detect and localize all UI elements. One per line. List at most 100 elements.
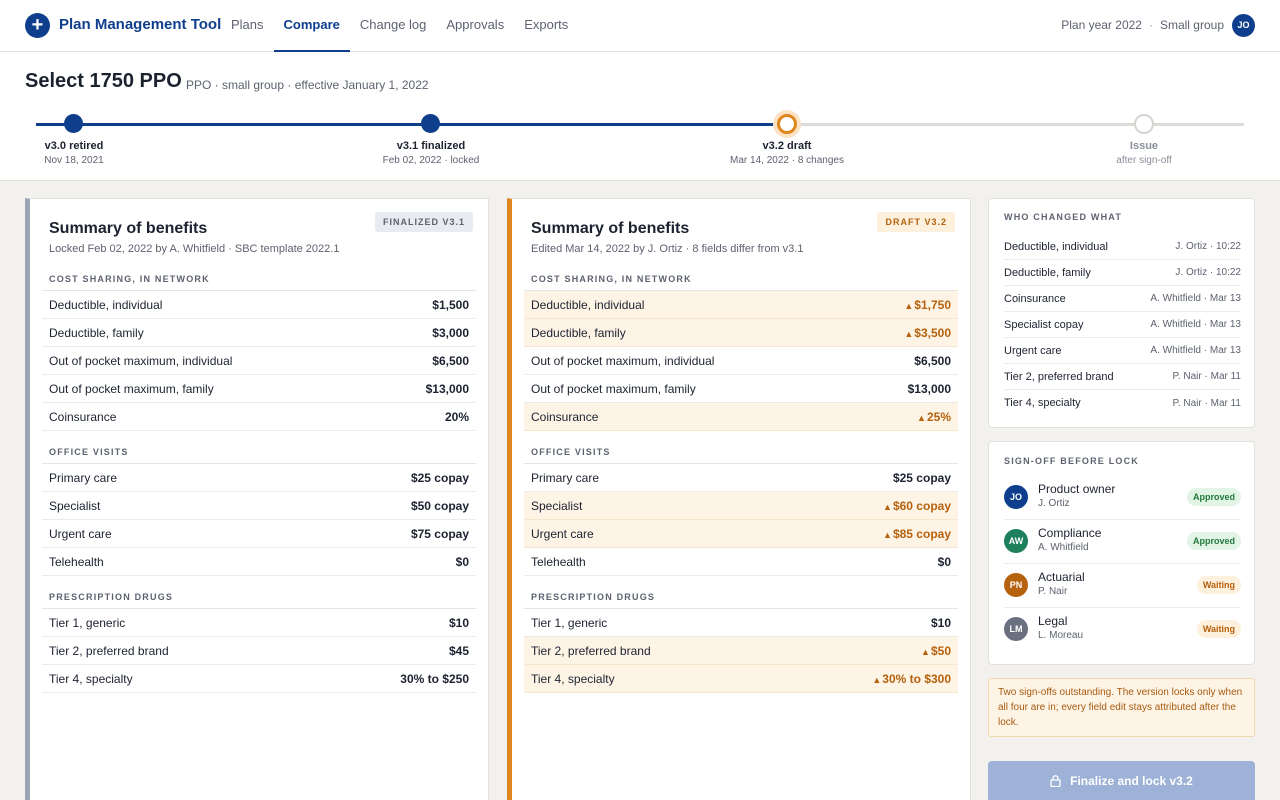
main-nav: Plans Compare Change log Approvals Expor… <box>221 0 578 52</box>
changed-field: Coinsurance <box>1004 292 1066 305</box>
nav-approvals[interactable]: Approvals <box>446 17 505 32</box>
card-title: SIGN-OFF BEFORE LOCK <box>1004 456 1139 466</box>
segment[interactable]: Small group <box>1159 18 1224 32</box>
change-attribution-row[interactable]: Deductible, individual J. Ortiz · 10:22 <box>1004 234 1241 260</box>
benefit-row-deductible-family[interactable]: Deductible, family $3,500 <box>524 319 958 347</box>
nav-exports[interactable]: Exports <box>524 17 569 32</box>
change-attribution-list: Deductible, individual J. Ortiz · 10:22 De… <box>1004 234 1241 416</box>
benefit-value: $0 <box>937 554 951 569</box>
benefit-label: Tier 1, generic <box>49 615 126 630</box>
benefit-label: Deductible, individual <box>49 297 163 312</box>
benefit-row-primary-care[interactable]: Primary care $25 copay <box>42 464 476 492</box>
benefit-row-tier-4-specialty[interactable]: Tier 4, specialty 30% to $250 <box>42 665 476 693</box>
change-attribution-row[interactable]: Tier 2, preferred brand P. Nair · Mar 11 <box>1004 364 1241 390</box>
section-label: OFFICE VISITS <box>524 444 958 464</box>
change-attribution-row[interactable]: Specialist copay A. Whitfield · Mar 13 <box>1004 312 1241 338</box>
benefit-label: Telehealth <box>49 554 104 569</box>
nav-change-log[interactable]: Change log <box>359 17 427 32</box>
benefit-value-changed: $85 copay <box>883 527 951 541</box>
benefit-label: Primary care <box>49 470 118 485</box>
benefit-row-deductible-individual[interactable]: Deductible, individual $1,500 <box>42 291 476 319</box>
timeline-step-meta: Nov 18, 2021 <box>44 155 104 166</box>
changed-field: Deductible, individual <box>1004 240 1108 253</box>
timeline-future-dot[interactable] <box>1134 114 1154 134</box>
benefit-label: Tier 4, specialty <box>49 671 133 686</box>
timeline-current-dot[interactable] <box>777 114 797 134</box>
change-attribution-row[interactable]: Tier 4, specialty P. Nair · Mar 11 <box>1004 390 1241 416</box>
benefit-row-urgent-care[interactable]: Urgent care $85 copay <box>524 520 958 548</box>
finalize-lock-button[interactable]: Finalize and lock v3.2 <box>988 761 1255 800</box>
nav-plans[interactable]: Plans <box>231 17 264 32</box>
benefit-label: Out of pocket maximum, individual <box>49 353 233 368</box>
app-name[interactable]: Plan Management Tool <box>59 16 222 33</box>
signer-row[interactable]: AW Compliance A. Whitfield Approved <box>1004 520 1241 564</box>
change-attribution-row[interactable]: Deductible, family J. Ortiz · 10:22 <box>1004 260 1241 286</box>
benefit-row-tier-2-preferred-brand[interactable]: Tier 2, preferred brand $45 <box>42 637 476 665</box>
benefit-row-coinsurance[interactable]: Coinsurance 20% <box>42 403 476 431</box>
panel-subtitle: Locked Feb 02, 2022 by A. Whitfield · SB… <box>49 243 340 255</box>
benefit-row-urgent-care[interactable]: Urgent care $75 copay <box>42 520 476 548</box>
benefit-value-changed: $3,500 <box>904 326 951 340</box>
signer-row[interactable]: LM Legal L. Moreau Waiting <box>1004 608 1241 652</box>
plan-year[interactable]: Plan year 2022 <box>1061 18 1142 32</box>
signoff-card: SIGN-OFF BEFORE LOCK JO Product owner J.… <box>988 441 1255 665</box>
changed-by: A. Whitfield · Mar 13 <box>1150 345 1241 356</box>
benefit-value: $25 copay <box>410 470 469 485</box>
signer-row[interactable]: JO Product owner J. Ortiz Approved <box>1004 476 1241 520</box>
changed-by: P. Nair · Mar 11 <box>1172 371 1241 382</box>
plus-icon[interactable]: + <box>25 13 50 38</box>
benefit-row-specialist[interactable]: Specialist $50 copay <box>42 492 476 520</box>
timeline-step-label[interactable]: v3.1 finalized <box>396 140 466 152</box>
timeline-step-meta: Mar 14, 2022 · 8 changes <box>730 155 844 166</box>
nav-compare[interactable]: Compare <box>273 0 350 52</box>
benefit-row-out-of-pocket-maximum-individual[interactable]: Out of pocket maximum, individual $6,500 <box>42 347 476 375</box>
benefit-label: Out of pocket maximum, family <box>49 381 214 396</box>
benefit-label: Telehealth <box>531 554 586 569</box>
benefit-value: $10 <box>448 615 469 630</box>
version-badge: DRAFT V3.2 <box>877 212 955 232</box>
benefit-row-primary-care[interactable]: Primary care $25 copay <box>524 464 958 492</box>
benefit-row-deductible-family[interactable]: Deductible, family $3,000 <box>42 319 476 347</box>
signer-avatar: PN <box>1004 573 1028 597</box>
benefit-value: $50 copay <box>410 498 469 513</box>
benefit-value: 20% <box>444 409 469 424</box>
signer-row[interactable]: PN Actuarial P. Nair Waiting <box>1004 564 1241 608</box>
benefit-value-changed: $1,750 <box>904 298 951 312</box>
change-attribution-row[interactable]: Urgent care A. Whitfield · Mar 13 <box>1004 338 1241 364</box>
benefit-value: $6,500 <box>432 353 469 368</box>
lock-icon <box>1050 774 1061 787</box>
benefit-value: $45 <box>448 643 469 658</box>
benefit-row-tier-4-specialty[interactable]: Tier 4, specialty 30% to $300 <box>524 665 958 693</box>
benefit-value-changed: $60 copay <box>883 499 951 513</box>
benefit-row-telehealth[interactable]: Telehealth $0 <box>524 548 958 576</box>
timeline-progress <box>36 123 787 126</box>
benefit-label: Urgent care <box>531 526 594 541</box>
finalized-panel: Summary of benefits Locked Feb 02, 2022 … <box>25 198 489 800</box>
timeline-step-dot[interactable] <box>421 114 440 133</box>
context-info: Plan year 2022 · Small group <box>1061 18 1224 32</box>
change-attribution-row[interactable]: Coinsurance A. Whitfield · Mar 13 <box>1004 286 1241 312</box>
benefit-row-tier-2-preferred-brand[interactable]: Tier 2, preferred brand $50 <box>524 637 958 665</box>
benefit-row-telehealth[interactable]: Telehealth $0 <box>42 548 476 576</box>
benefit-row-out-of-pocket-maximum-individual[interactable]: Out of pocket maximum, individual $6,500 <box>524 347 958 375</box>
draft-panel: Summary of benefits Edited Mar 14, 2022 … <box>507 198 971 800</box>
timeline-step-label[interactable]: v3.2 draft <box>762 140 812 152</box>
top-bar: + Plan Management Tool Plans Compare Cha… <box>0 0 1280 52</box>
benefit-value: $3,000 <box>432 325 469 340</box>
panel-subtitle: Edited Mar 14, 2022 by J. Ortiz · 8 fiel… <box>531 243 804 255</box>
benefit-row-deductible-individual[interactable]: Deductible, individual $1,750 <box>524 291 958 319</box>
benefit-row-tier-1-generic[interactable]: Tier 1, generic $10 <box>42 609 476 637</box>
user-avatar[interactable]: JO <box>1232 14 1255 37</box>
benefit-row-specialist[interactable]: Specialist $60 copay <box>524 492 958 520</box>
benefit-row-out-of-pocket-maximum-family[interactable]: Out of pocket maximum, family $13,000 <box>42 375 476 403</box>
timeline-step-label[interactable]: Issue <box>1129 140 1159 152</box>
changed-field: Deductible, family <box>1004 266 1091 279</box>
benefit-value-changed: 30% to $300 <box>872 672 951 686</box>
timeline-step-dot[interactable] <box>64 114 83 133</box>
benefit-row-tier-1-generic[interactable]: Tier 1, generic $10 <box>524 609 958 637</box>
timeline-step-label[interactable]: v3.0 retired <box>44 140 104 152</box>
changed-field: Specialist copay <box>1004 318 1084 331</box>
benefit-row-out-of-pocket-maximum-family[interactable]: Out of pocket maximum, family $13,000 <box>524 375 958 403</box>
benefit-rows: COST SHARING, IN NETWORK Deductible, indi… <box>524 271 958 693</box>
benefit-row-coinsurance[interactable]: Coinsurance 25% <box>524 403 958 431</box>
